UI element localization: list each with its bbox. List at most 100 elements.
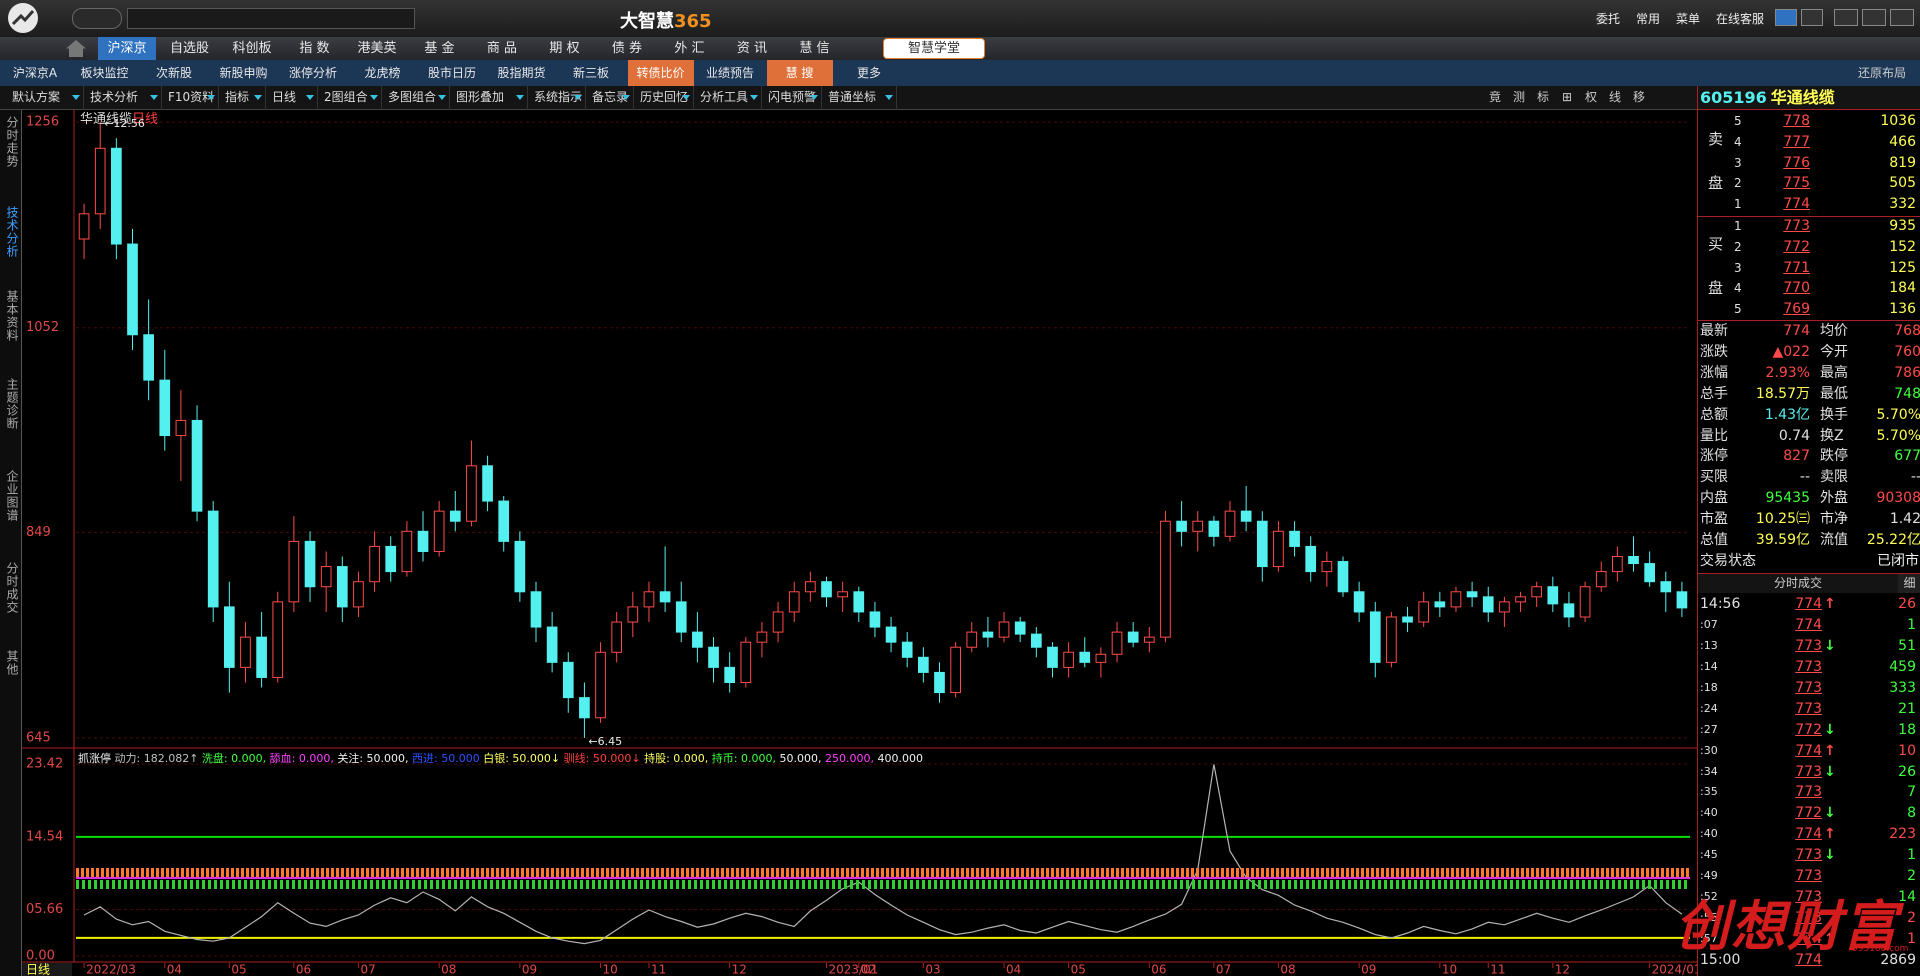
close-button[interactable] [1890,9,1914,26]
sub-tab[interactable]: 涨停分析 [288,66,337,80]
toolbar-item[interactable]: 图形叠加 [450,86,528,110]
y-tick-label: 645 [26,730,51,745]
toolbar-item[interactable]: 多图组合 [382,86,450,110]
candle-body [127,243,138,336]
nav-tab[interactable]: 期 权 [549,41,580,56]
candle-body [1192,520,1204,532]
nav-tab[interactable]: 商 品 [486,41,518,56]
stat-label: 外盘 [1820,490,1848,507]
toolbar-icon[interactable]: 竟 [1488,90,1501,104]
home-icon[interactable] [66,40,86,57]
toolbar-icon[interactable]: 标 [1536,90,1549,104]
candle-body [966,631,978,648]
toolbar-icon[interactable]: 移 [1632,90,1645,104]
side-tab[interactable]: 其他 [5,650,19,676]
menu-item[interactable]: 在线客服 [1716,12,1765,26]
toolbar-icon[interactable]: 权 [1584,90,1597,104]
stat-value: 760 [1894,343,1920,360]
sub-tab[interactable]: 龙虎榜 [364,66,401,80]
nav-tab[interactable]: 基 金 [424,41,455,56]
trade-time: 14:56 [1700,595,1741,612]
sub-tab[interactable]: 更多 [856,66,881,80]
nav-tab[interactable]: 港美英 [357,41,397,56]
toolbar-icon[interactable]: ⊞ [1561,90,1573,104]
academy-button[interactable]: 智慧学堂 [883,38,985,59]
sub-tab[interactable]: 次新股 [155,66,192,80]
sub-tab[interactable]: 新股申购 [219,66,268,80]
stat-label: 换Z [1820,427,1844,444]
search-box[interactable] [127,8,415,29]
toolbar-item[interactable]: 2图组合 [318,86,382,110]
sub-tab[interactable]: 新三板 [572,66,609,80]
sub-tab[interactable]: 股指期货 [497,66,546,80]
trade-time: :18 [1700,680,1718,694]
window-button[interactable] [1775,9,1797,26]
trade-time: :45 [1700,848,1718,862]
trades-detail[interactable]: 细 [1898,573,1920,593]
menu-item[interactable]: 菜单 [1676,12,1701,26]
sub-tab[interactable]: 转债比价 [627,60,694,86]
stat-value: 1.43亿 [1764,406,1810,423]
side-tab[interactable]: 技术分析 [5,206,19,258]
sub-tab[interactable]: 股市日历 [427,66,476,80]
maximize-button[interactable] [1862,9,1886,26]
sub-tab[interactable]: 板块监控 [80,66,129,80]
sub-tab[interactable]: 业绩预告 [705,66,754,80]
candle-body [579,697,590,719]
toolbar-icon[interactable]: 线 [1608,90,1621,104]
nav-tab[interactable]: 资 讯 [736,41,768,56]
app-logo[interactable] [6,2,42,35]
nav-tab[interactable]: 自选股 [169,41,209,56]
indicator-param: 西进: 50.000 [412,752,480,765]
candle-body [562,661,574,699]
menu-item[interactable]: 委托 [1596,12,1621,26]
toolbar-item[interactable]: 默认方案 [6,86,84,110]
side-tab[interactable]: 企业图谱 [5,470,19,522]
ask-volume: 332 [1889,196,1916,213]
candle-body [1386,616,1397,663]
side-tab[interactable]: 主题诊断 [5,378,19,430]
ask-level: 3 [1734,155,1742,170]
candle-body [659,591,671,603]
toolbar-item[interactable]: 分析工具 [694,86,762,110]
back-button[interactable] [72,8,122,29]
side-tab[interactable]: 分时走势 [5,116,19,168]
side-tab[interactable]: 分时成交 [5,562,19,614]
nav-tab[interactable]: 科创板 [232,41,272,56]
nav-bar: 智慧学堂 沪深京 自选股 科创板 指 数 港美英 基 金 商 品 期 权 债 券 外 汇 资 讯 慧 … [0,37,1920,60]
nav-tab[interactable]: 外 汇 [674,41,705,56]
nav-tab[interactable]: 债 券 [611,41,643,56]
candle-body [1079,651,1091,663]
book-side-label: 买 [1708,235,1724,253]
toolbar-item[interactable]: F10资料 [162,86,219,110]
signal-strip [76,877,1690,879]
window-button[interactable] [1801,9,1823,26]
trade-time: :34 [1700,764,1718,778]
candle-body [1563,603,1575,618]
menu-item[interactable]: 常用 [1636,12,1661,26]
toolbar-item[interactable]: 日线 [266,86,318,110]
candle-body [304,540,316,588]
y-tick-label: 23.42 [26,757,63,772]
nav-tab[interactable]: 指 数 [299,41,330,56]
nav-tab[interactable]: 慧 信 [799,41,830,56]
x-tick-label: 05 [1071,963,1086,976]
restore-layout[interactable]: 还原布局 [1858,66,1907,80]
candle-body [1337,561,1349,593]
x-tick-label: 04 [1006,963,1021,976]
toolbar-item[interactable]: 指标 [219,86,266,110]
toolbar-item[interactable]: 历史回忆 [634,86,694,110]
minimize-button[interactable] [1834,9,1858,26]
toolbar-icon[interactable]: 测 [1512,90,1525,104]
sub-tab[interactable]: 慧 搜 [766,60,833,86]
nav-tab[interactable]: 沪深京 [98,37,156,60]
side-tab[interactable]: 基本资料 [5,290,19,342]
toolbar-item[interactable]: 闪电预警 [762,86,822,110]
toolbar-item[interactable]: 系统指示 [528,86,586,110]
sub-tab[interactable]: 沪深京A [12,66,58,80]
toolbar-item[interactable]: 技术分析 [84,86,162,110]
toolbar-item[interactable]: 备忘录 [586,86,634,110]
trade-volume: 7 [1907,784,1916,801]
toolbar-item[interactable]: 普通坐标 [822,86,897,110]
